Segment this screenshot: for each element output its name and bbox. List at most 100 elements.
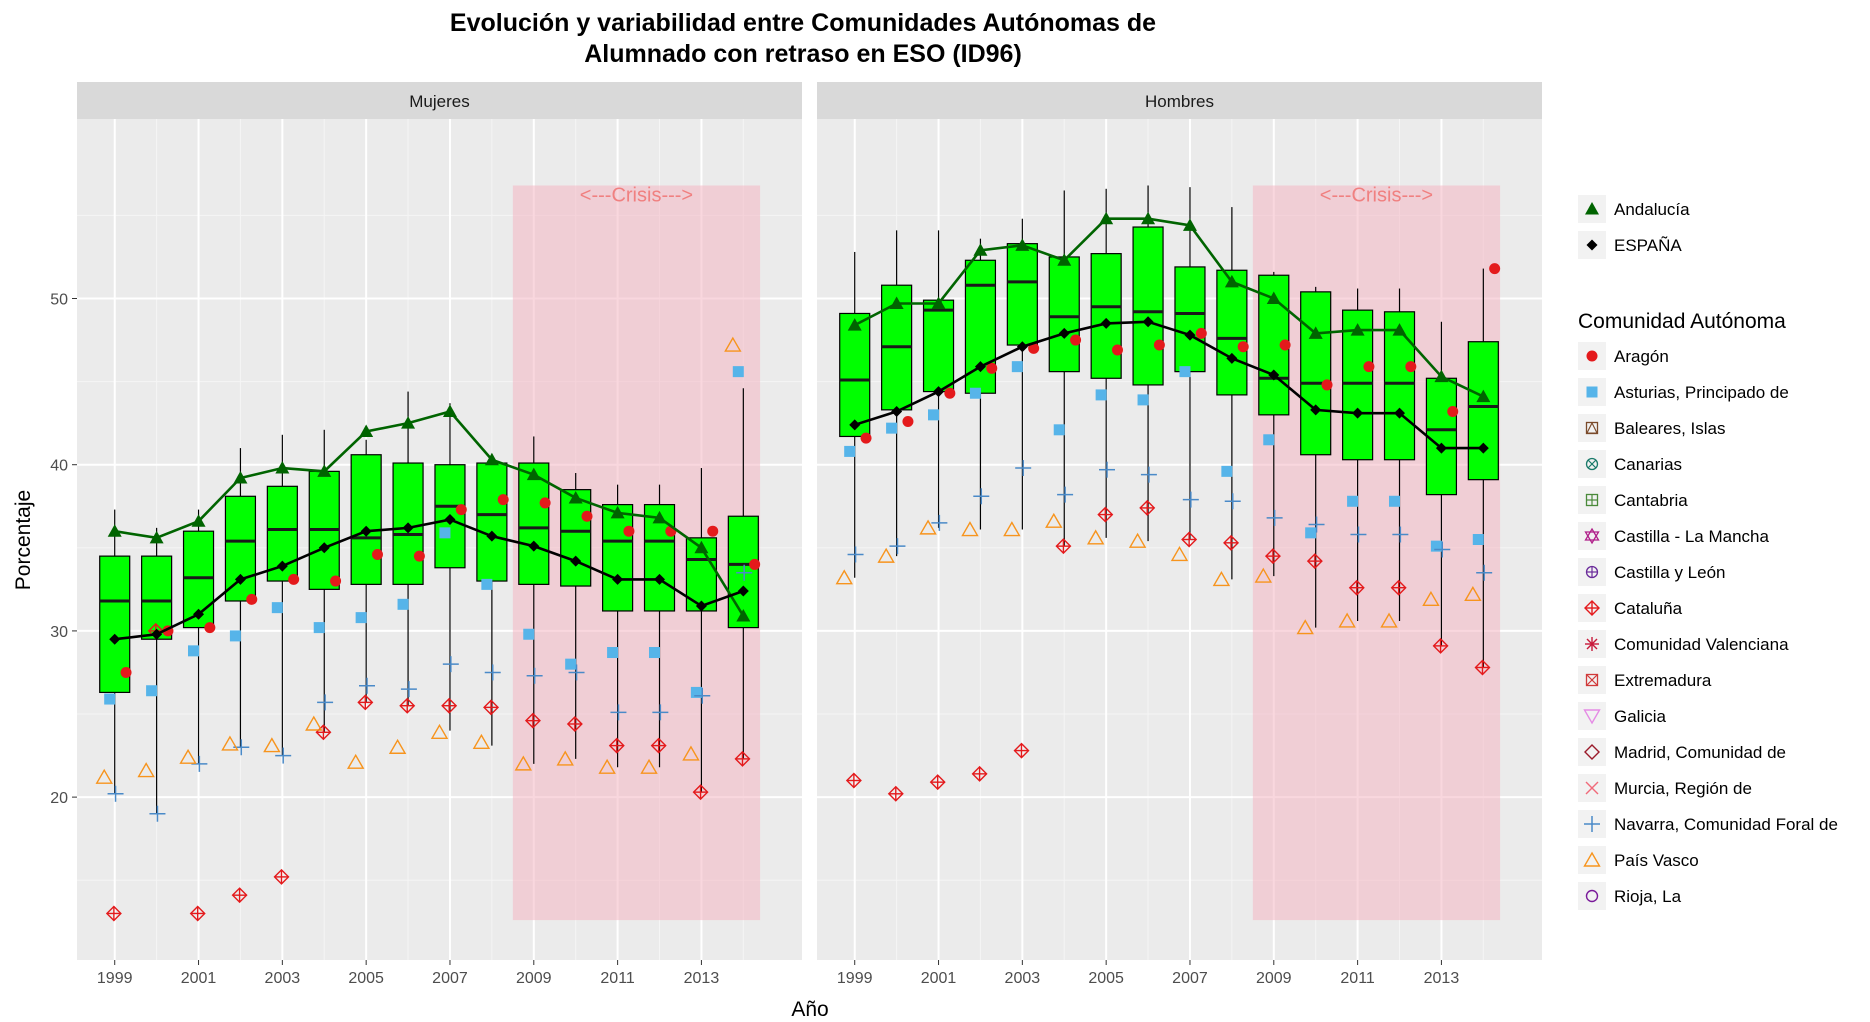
point-navarra [694, 687, 711, 704]
andalucia-point [1434, 369, 1449, 383]
point-pais_vasco [682, 745, 700, 761]
point-aragon [1195, 327, 1207, 339]
panel-strip [77, 82, 802, 119]
espana-point [891, 406, 903, 418]
box-body [1090, 253, 1122, 379]
point-pais_vasco [1170, 546, 1189, 562]
andalucia-point [1015, 238, 1030, 251]
x-axis-title: Año [791, 998, 828, 1021]
point-navarra [568, 664, 585, 681]
point-navarra [484, 664, 501, 681]
espana-line [114, 518, 744, 641]
y-tick-label: 50 [50, 292, 68, 309]
espana-line [854, 320, 1484, 450]
crisis-label: <---Crisis---> [580, 184, 693, 206]
legend-item-region: Baleares, Islas [1578, 414, 1726, 442]
andalucia-point [568, 490, 583, 504]
box-body [476, 462, 508, 582]
espana-point [1477, 442, 1489, 454]
point-navarra [931, 514, 948, 531]
andalucia-point [931, 296, 946, 309]
point-pais_vasco [305, 715, 323, 731]
point-pais_vasco [179, 748, 197, 764]
andalucia-point [610, 505, 625, 519]
point-navarra [1350, 526, 1367, 543]
point-pais_vasco [1464, 585, 1482, 602]
point-pais_vasco [1003, 521, 1021, 537]
andalucia-point [889, 296, 904, 309]
andalucia-point [1099, 211, 1114, 225]
espana-point [974, 361, 986, 373]
espana-point [360, 525, 372, 537]
legend-key [1578, 522, 1606, 550]
point-pais_vasco [221, 735, 239, 751]
point-cataluna [231, 887, 248, 904]
x-tick-label: 2005 [348, 970, 384, 987]
point-asturias [1347, 495, 1359, 507]
box-body [1132, 226, 1164, 386]
point-cataluna [1390, 579, 1407, 596]
andalucia-point [149, 530, 164, 544]
crisis-band [1252, 185, 1501, 921]
point-aragon [371, 548, 383, 560]
legend-item-region: Cataluña [1578, 594, 1683, 622]
point-asturias [1263, 434, 1275, 446]
x-tick-label: 1999 [97, 970, 133, 987]
legend-label: Galicia [1614, 707, 1667, 726]
box-2008 [1216, 207, 1248, 580]
point-cataluna [845, 772, 862, 789]
point-aragon [1111, 344, 1123, 356]
legend-label: Baleares, Islas [1614, 419, 1726, 438]
chart-title-line2: Alumnado con retraso en ESO (ID96) [584, 40, 1022, 68]
x-tick-label: 2009 [516, 970, 552, 987]
espana-point [1226, 352, 1238, 364]
point-navarra [1057, 486, 1074, 503]
x-tick-label: 2007 [1172, 970, 1208, 987]
andalucia-line [114, 410, 745, 617]
point-aragon [581, 510, 593, 522]
point-asturias [397, 598, 409, 610]
andalucia-point [401, 416, 416, 429]
point-asturias [648, 647, 660, 659]
point-aragon [749, 558, 761, 570]
legend-marker [1584, 816, 1600, 832]
x-tick-label: 2007 [432, 970, 468, 987]
andalucia-point [317, 464, 332, 477]
point-asturias [1221, 465, 1233, 477]
point-asturias [1388, 495, 1400, 507]
legend-item-espana: ESPAÑA [1578, 231, 1682, 259]
box-body [1383, 311, 1416, 461]
x-tick-label: 2009 [1256, 970, 1292, 987]
point-aragon [944, 387, 956, 399]
point-pais_vasco [1296, 619, 1314, 635]
andalucia-point [1266, 291, 1281, 305]
legend-item-region: Rioja, La [1578, 882, 1682, 910]
legend-item-region: Comunidad Valenciana [1578, 630, 1789, 658]
point-cataluna [1139, 499, 1156, 516]
point-asturias [969, 387, 981, 399]
point-pais_vasco [1422, 590, 1440, 607]
andalucia-point [233, 471, 248, 484]
point-navarra [889, 538, 906, 555]
point-aragon [120, 666, 132, 678]
box-body [602, 503, 634, 612]
point-navarra [1266, 509, 1283, 526]
point-pais_vasco [1338, 612, 1356, 628]
box-2012 [1383, 288, 1416, 621]
legend: Andalucía ESPAÑA Comunidad Autónoma Aragón A… [1578, 195, 1838, 910]
legend-key [1578, 414, 1606, 442]
point-navarra [1434, 541, 1451, 558]
point-navarra [973, 488, 990, 505]
point-aragon [204, 622, 216, 634]
andalucia-point [1476, 389, 1491, 403]
point-pais_vasco [514, 755, 533, 771]
point-navarra [526, 667, 543, 684]
point-aragon [497, 494, 509, 506]
box-1999 [839, 251, 871, 578]
point-pais_vasco [835, 569, 853, 585]
andalucia-point [275, 461, 290, 474]
espana-point [151, 628, 163, 640]
point-aragon [1028, 342, 1040, 354]
point-cataluna [1348, 579, 1365, 596]
point-asturias [1179, 366, 1191, 378]
